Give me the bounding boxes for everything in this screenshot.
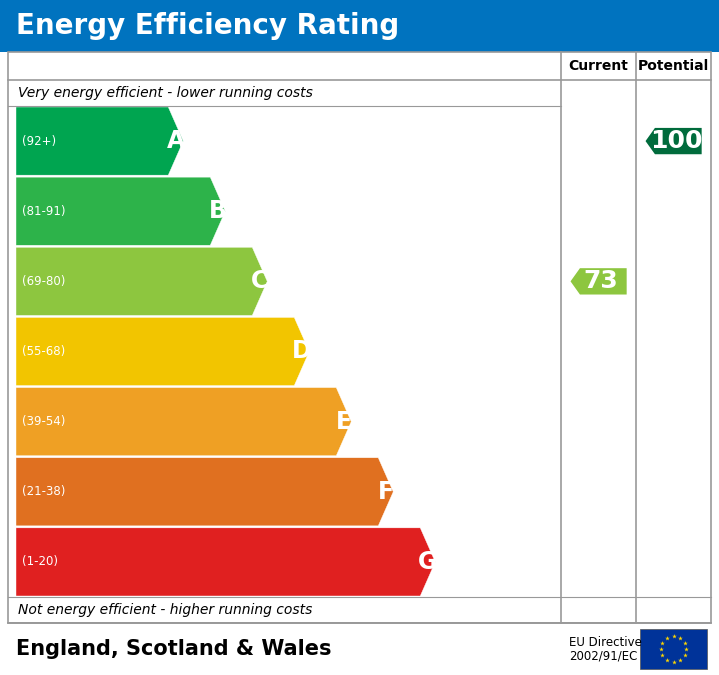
Polygon shape: [16, 387, 352, 456]
Text: (69-80): (69-80): [22, 275, 65, 288]
Text: 2002/91/EC: 2002/91/EC: [569, 649, 637, 662]
Text: (92+): (92+): [22, 134, 56, 148]
Text: F: F: [377, 480, 394, 504]
Text: C: C: [251, 269, 268, 294]
Bar: [0, 623, 719, 675]
Text: B: B: [209, 199, 226, 223]
Text: 100: 100: [650, 129, 702, 153]
Text: (1-20): (1-20): [22, 556, 58, 568]
Text: (21-38): (21-38): [22, 485, 65, 498]
Text: England, Scotland & Wales: England, Scotland & Wales: [16, 639, 331, 659]
Bar: [0, 0, 719, 52]
Text: D: D: [292, 340, 311, 364]
Text: (81-91): (81-91): [22, 205, 65, 218]
Polygon shape: [644, 127, 702, 155]
Text: Not energy efficient - higher running costs: Not energy efficient - higher running co…: [18, 603, 312, 617]
Text: 73: 73: [584, 269, 618, 294]
Text: E: E: [336, 410, 352, 433]
Text: Very energy efficient - lower running costs: Very energy efficient - lower running co…: [18, 86, 313, 100]
Polygon shape: [16, 528, 435, 596]
Text: Current: Current: [569, 59, 628, 73]
Bar: [640, 629, 707, 669]
Polygon shape: [16, 458, 393, 526]
Polygon shape: [16, 247, 267, 315]
Text: Energy Efficiency Rating: Energy Efficiency Rating: [16, 12, 399, 40]
Bar: [8, 52, 711, 623]
Text: Potential: Potential: [638, 59, 709, 73]
Polygon shape: [569, 267, 628, 296]
Text: A: A: [167, 129, 185, 153]
Text: G: G: [418, 550, 437, 574]
Text: EU Directive: EU Directive: [569, 635, 642, 649]
Polygon shape: [16, 177, 225, 245]
Polygon shape: [16, 317, 309, 385]
Text: (39-54): (39-54): [22, 415, 65, 428]
Polygon shape: [16, 107, 183, 175]
Text: (55-68): (55-68): [22, 345, 65, 358]
